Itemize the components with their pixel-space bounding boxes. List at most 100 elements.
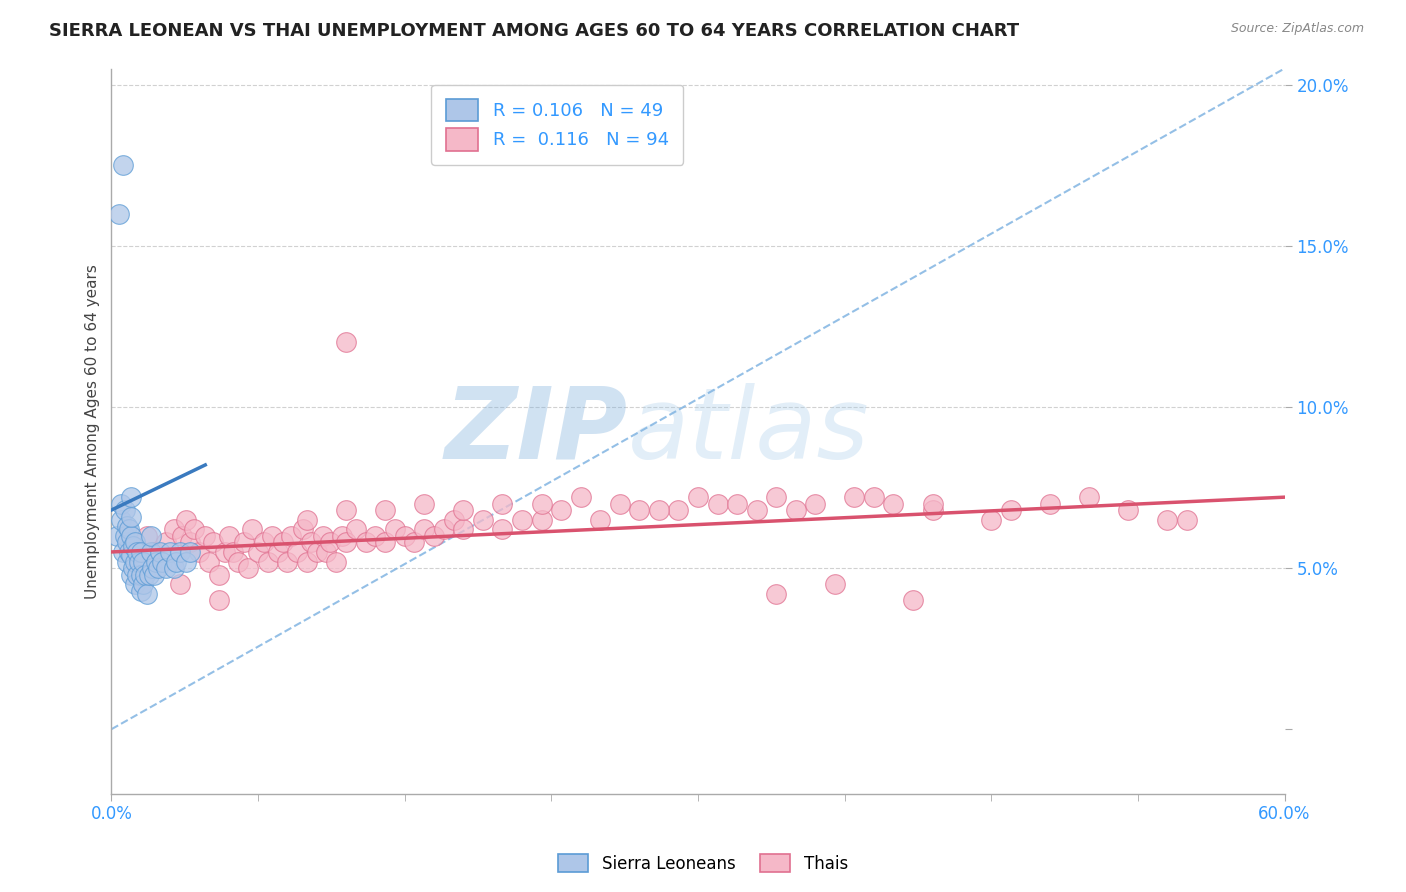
Point	[1156, 513, 1178, 527]
Point	[202, 535, 225, 549]
Point	[453, 503, 475, 517]
Point	[253, 535, 276, 549]
Point	[882, 497, 904, 511]
Point	[285, 545, 308, 559]
Point	[129, 545, 152, 559]
Point	[404, 535, 426, 549]
Point	[170, 529, 193, 543]
Point	[143, 567, 166, 582]
Point	[163, 561, 186, 575]
Point	[125, 545, 148, 559]
Point	[335, 535, 357, 549]
Point	[150, 555, 173, 569]
Point	[221, 545, 243, 559]
Point	[214, 545, 236, 559]
Point	[155, 561, 177, 575]
Point	[491, 522, 513, 536]
Point	[120, 567, 142, 582]
Point	[125, 567, 148, 582]
Point	[453, 522, 475, 536]
Point	[276, 555, 298, 569]
Point	[628, 503, 651, 517]
Point	[299, 535, 322, 549]
Point	[364, 529, 387, 543]
Legend: Sierra Leoneans, Thais: Sierra Leoneans, Thais	[551, 847, 855, 880]
Point	[114, 503, 136, 517]
Point	[335, 335, 357, 350]
Point	[491, 497, 513, 511]
Point	[569, 490, 592, 504]
Point	[413, 497, 436, 511]
Point	[1175, 513, 1198, 527]
Point	[247, 545, 270, 559]
Point	[118, 545, 141, 559]
Point	[179, 535, 201, 549]
Point	[609, 497, 631, 511]
Point	[256, 555, 278, 569]
Y-axis label: Unemployment Among Ages 60 to 64 years: Unemployment Among Ages 60 to 64 years	[86, 264, 100, 599]
Point	[1078, 490, 1101, 504]
Point	[174, 513, 197, 527]
Point	[413, 522, 436, 536]
Point	[169, 545, 191, 559]
Point	[131, 577, 153, 591]
Point	[530, 497, 553, 511]
Point	[550, 503, 572, 517]
Point	[135, 587, 157, 601]
Point	[394, 529, 416, 543]
Point	[174, 555, 197, 569]
Point	[208, 593, 231, 607]
Point	[765, 587, 787, 601]
Point	[280, 529, 302, 543]
Text: atlas: atlas	[627, 383, 869, 480]
Point	[443, 513, 465, 527]
Point	[824, 577, 846, 591]
Point	[510, 513, 533, 527]
Point	[120, 529, 142, 543]
Point	[433, 522, 456, 536]
Point	[330, 529, 353, 543]
Point	[183, 522, 205, 536]
Point	[1000, 503, 1022, 517]
Point	[325, 555, 347, 569]
Point	[530, 513, 553, 527]
Point	[112, 545, 135, 559]
Point	[128, 555, 150, 569]
Point	[240, 522, 263, 536]
Point	[785, 503, 807, 517]
Point	[686, 490, 709, 504]
Text: Source: ZipAtlas.com: Source: ZipAtlas.com	[1230, 22, 1364, 36]
Point	[315, 545, 337, 559]
Point	[110, 497, 132, 511]
Point	[122, 539, 145, 553]
Point	[344, 522, 367, 536]
Point	[423, 529, 446, 543]
Point	[273, 535, 295, 549]
Point	[1039, 497, 1062, 511]
Point	[135, 529, 157, 543]
Point	[804, 497, 827, 511]
Point	[198, 555, 221, 569]
Point	[374, 503, 396, 517]
Point	[120, 548, 142, 562]
Point	[292, 522, 315, 536]
Point	[124, 535, 146, 549]
Point	[980, 513, 1002, 527]
Legend: R = 0.106   N = 49, R =  0.116   N = 94: R = 0.106 N = 49, R = 0.116 N = 94	[432, 85, 683, 165]
Point	[115, 519, 138, 533]
Point	[110, 513, 132, 527]
Point	[148, 561, 170, 575]
Point	[115, 555, 138, 569]
Point	[169, 577, 191, 591]
Point	[305, 545, 328, 559]
Point	[165, 555, 187, 569]
Text: ZIP: ZIP	[444, 383, 627, 480]
Point	[131, 555, 153, 569]
Point	[120, 509, 142, 524]
Point	[384, 522, 406, 536]
Point	[188, 545, 211, 559]
Point	[901, 593, 924, 607]
Point	[122, 561, 145, 575]
Point	[218, 529, 240, 543]
Point	[863, 490, 886, 504]
